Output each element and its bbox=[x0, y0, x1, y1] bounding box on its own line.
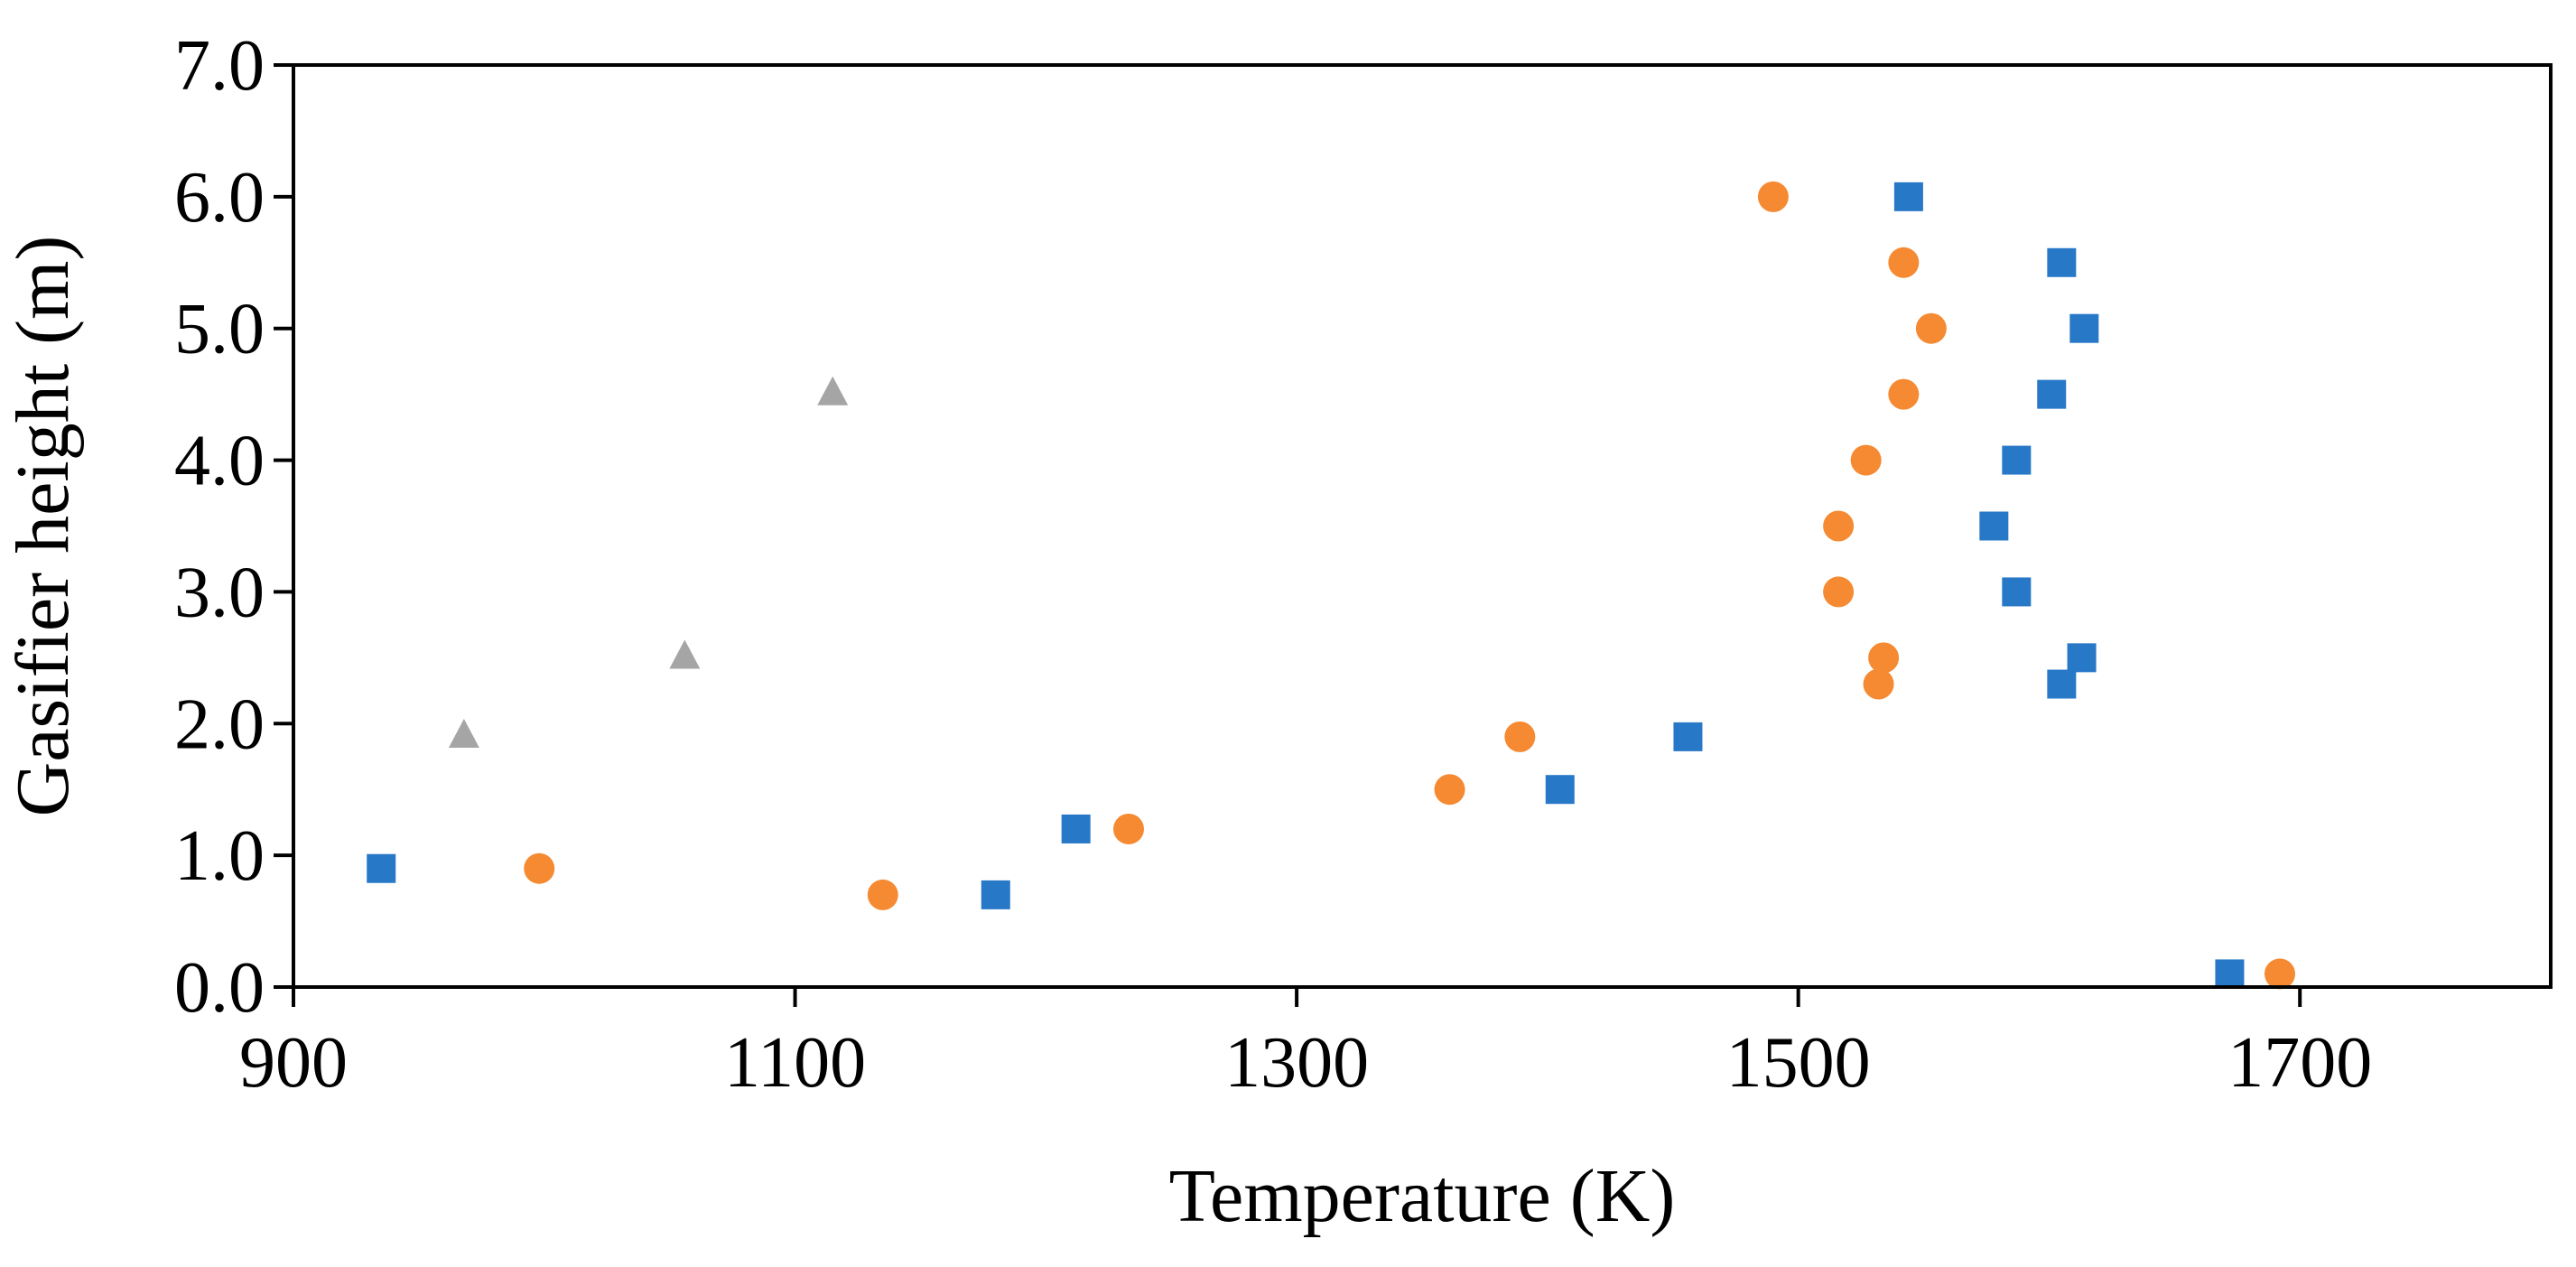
orange-circle-point bbox=[1113, 813, 1144, 844]
blue-square-point bbox=[1979, 511, 2009, 541]
orange-circle-point bbox=[1888, 247, 1920, 278]
plot-area-frame bbox=[292, 63, 2553, 989]
orange-circle-point bbox=[1823, 510, 1855, 542]
y-tick-label: 0.0 bbox=[174, 948, 265, 1028]
series-orange-circles bbox=[524, 181, 2295, 990]
y-axis-title: Gasifier height (m) bbox=[1, 236, 85, 817]
blue-square-point bbox=[2067, 643, 2097, 673]
blue-square-point bbox=[1061, 814, 1091, 843]
x-axis-title: Temperature (K) bbox=[1169, 1154, 1676, 1238]
y-tick-label: 4.0 bbox=[174, 422, 265, 501]
y-tick-label: 7.0 bbox=[174, 26, 265, 106]
gray-triangle-point bbox=[669, 639, 701, 669]
blue-square-point bbox=[2002, 577, 2032, 607]
orange-circle-point bbox=[1888, 378, 1920, 410]
orange-circle-point bbox=[2264, 958, 2295, 990]
orange-circle-point bbox=[1863, 668, 1894, 700]
blue-square-point bbox=[367, 853, 396, 883]
y-tick-label: 5.0 bbox=[174, 290, 265, 369]
series-gray-triangles bbox=[448, 376, 849, 749]
y-tick-label: 3.0 bbox=[174, 553, 265, 632]
orange-circle-point bbox=[1850, 444, 1882, 476]
x-tick-label: 1100 bbox=[724, 1023, 866, 1103]
orange-circle-point bbox=[1915, 312, 1947, 344]
x-tick-label: 1700 bbox=[2227, 1023, 2372, 1103]
gray-triangle-point bbox=[448, 719, 479, 749]
blue-square-point bbox=[1893, 182, 1923, 211]
orange-circle-point bbox=[524, 852, 555, 884]
orange-circle-point bbox=[1868, 642, 1900, 674]
blue-square-point bbox=[2047, 247, 2077, 277]
axis-ticks: 900 1100 1300 1500 1700 0.0 1.0 2.0 3.0 4.0 5.0 6.0… bbox=[174, 26, 2372, 1103]
orange-circle-point bbox=[1434, 774, 1465, 806]
orange-circle-point bbox=[867, 879, 898, 910]
orange-circle-point bbox=[1823, 576, 1855, 608]
series-blue-squares bbox=[367, 182, 2245, 989]
x-tick-label: 1500 bbox=[1726, 1023, 1871, 1103]
blue-square-point bbox=[2215, 959, 2245, 989]
x-tick-label: 1300 bbox=[1224, 1023, 1369, 1103]
y-tick-label: 2.0 bbox=[174, 685, 265, 764]
blue-square-point bbox=[2069, 313, 2099, 343]
blue-square-point bbox=[981, 880, 1010, 909]
blue-square-point bbox=[2037, 379, 2067, 409]
blue-square-point bbox=[1545, 775, 1575, 805]
blue-square-point bbox=[1673, 722, 1703, 751]
blue-square-point bbox=[2047, 669, 2077, 699]
data-marks bbox=[367, 181, 2295, 990]
gray-triangle-point bbox=[817, 376, 849, 405]
x-tick-label: 900 bbox=[239, 1023, 348, 1103]
orange-circle-point bbox=[1504, 721, 1536, 752]
orange-circle-point bbox=[1757, 181, 1789, 212]
y-tick-label: 1.0 bbox=[174, 816, 265, 896]
y-tick-label: 6.0 bbox=[174, 158, 265, 238]
blue-square-point bbox=[2002, 445, 2032, 475]
